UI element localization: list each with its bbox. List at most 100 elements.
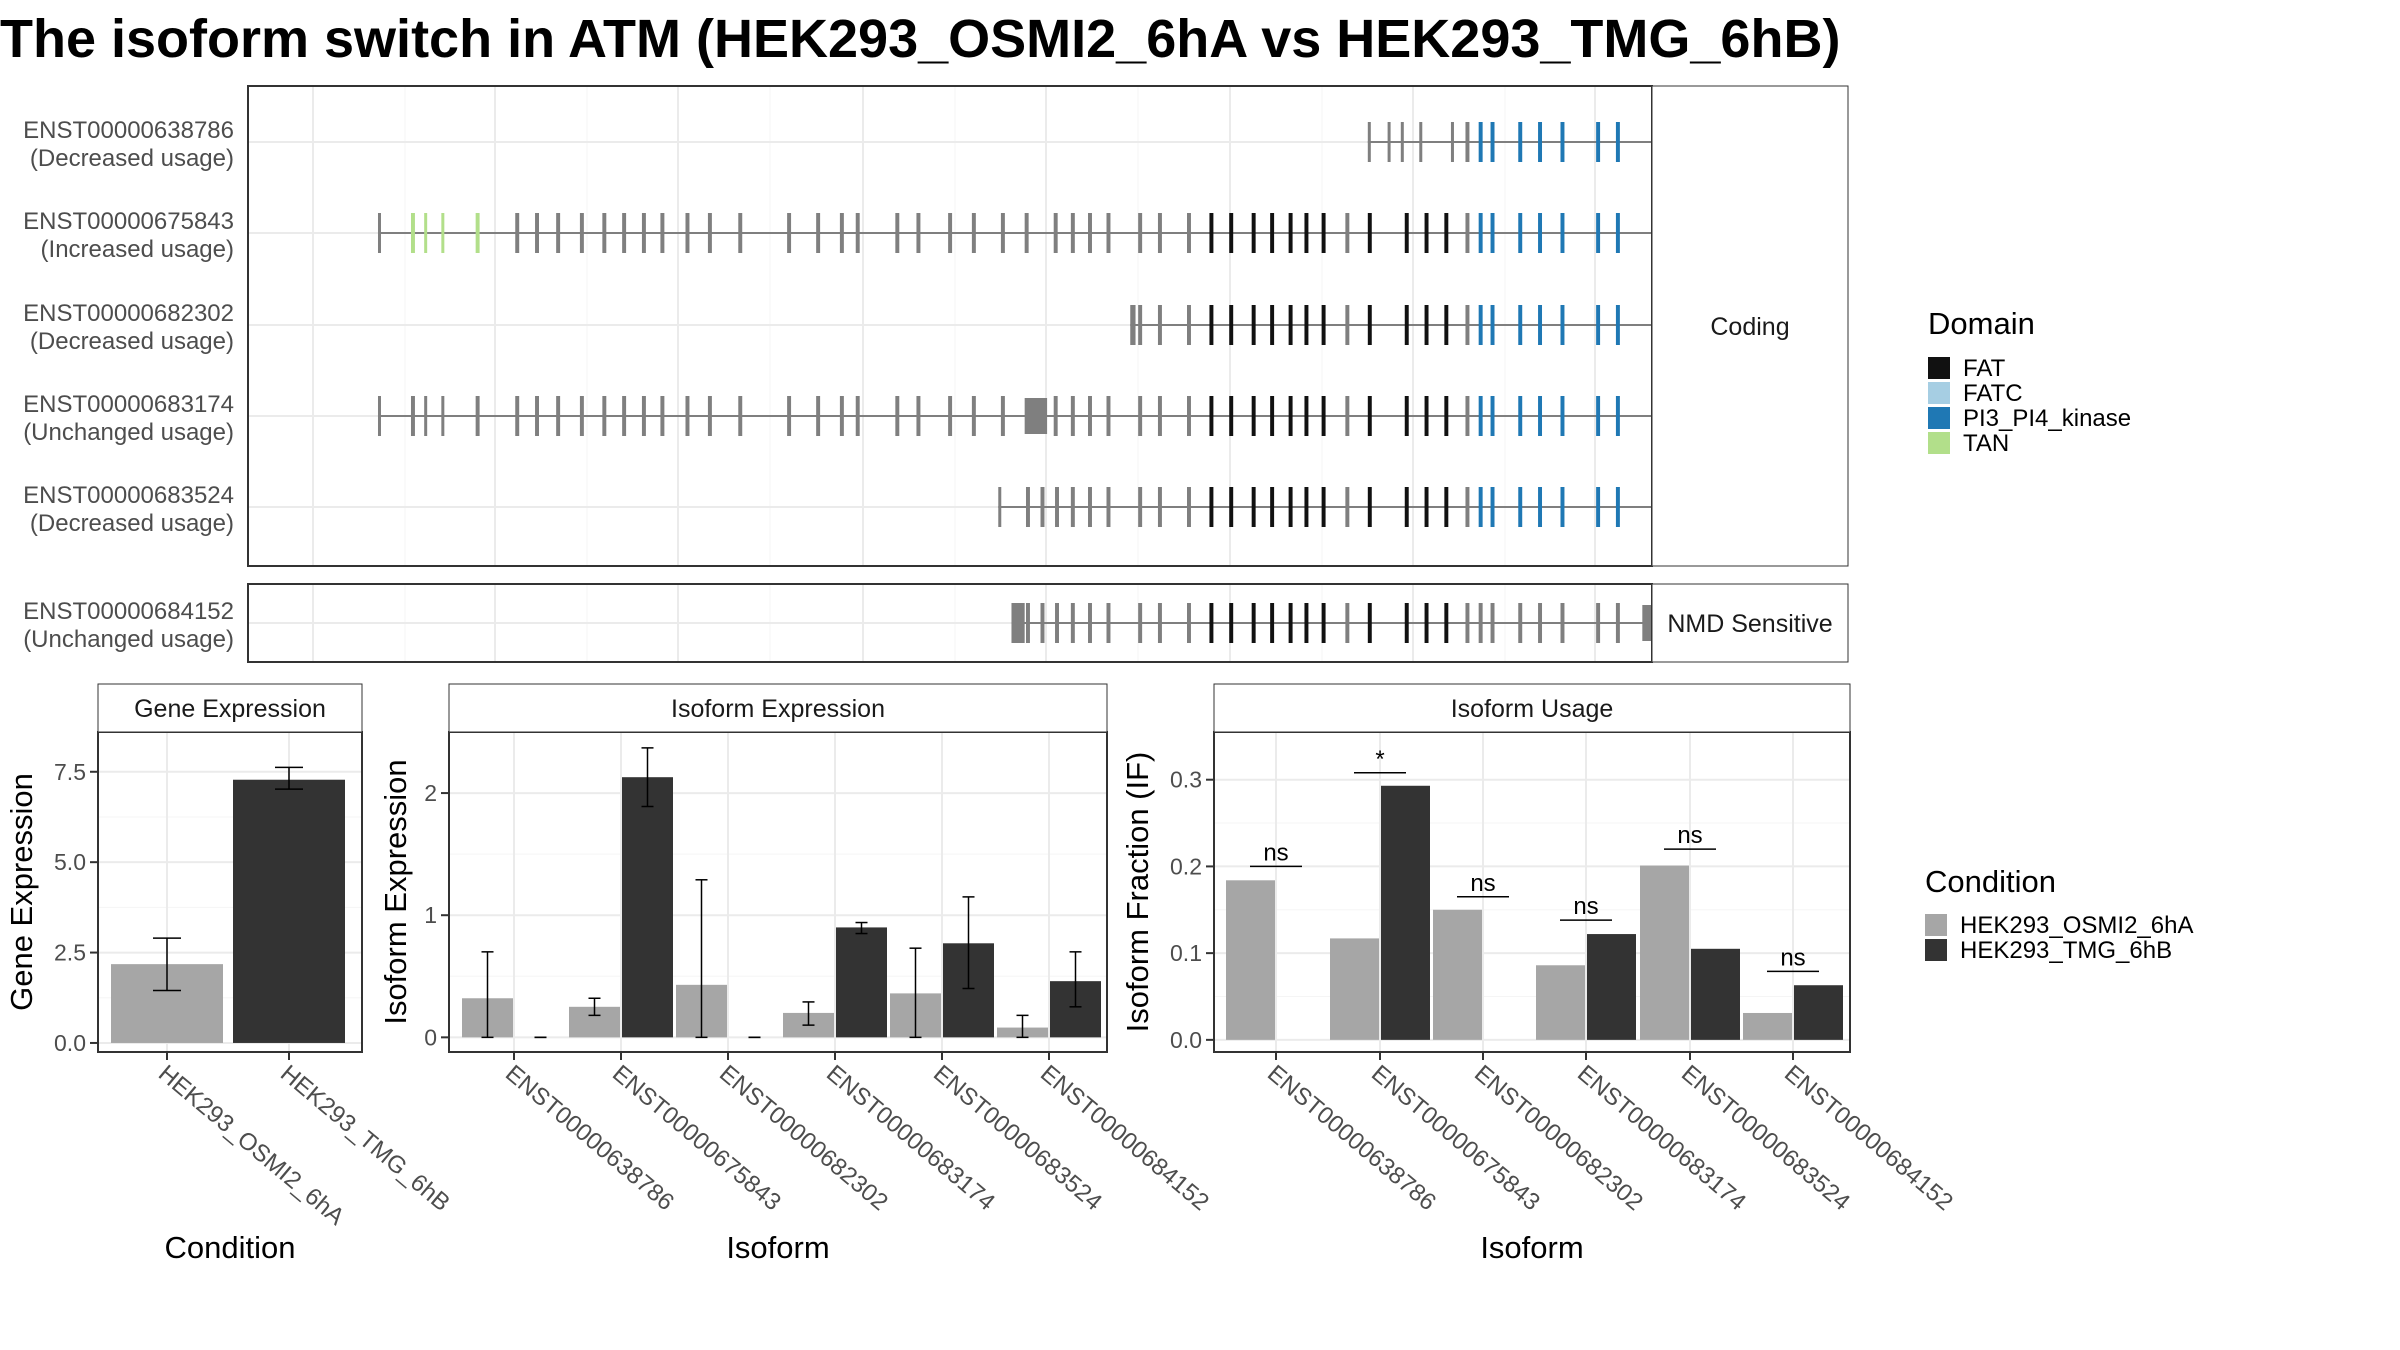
exon-block	[1419, 122, 1423, 162]
legend-swatch-fatc	[1928, 382, 1950, 404]
exon-block	[1465, 487, 1470, 527]
x-tick-label: ENST00000675843	[1366, 1060, 1545, 1216]
isoform-usage-label: (Decreased usage)	[30, 510, 234, 537]
significance-label: ns	[1573, 893, 1598, 920]
exon-block	[535, 213, 539, 253]
legend-label: HEK293_OSMI2_6hA	[1960, 912, 2193, 939]
legend-swatch-pi3-pi4-kinase	[1928, 407, 1950, 429]
y-tick-label: 1	[424, 902, 437, 928]
legend-swatch-fat	[1928, 357, 1950, 379]
significance-label: ns	[1677, 822, 1702, 849]
y-axis-title: Isoform Expression	[378, 759, 413, 1024]
exon-block	[1560, 603, 1565, 643]
exon-block	[1424, 487, 1429, 527]
exon-block	[1444, 396, 1449, 436]
exon-block	[1367, 487, 1372, 527]
exon-block	[1187, 213, 1191, 253]
significance-label: ns	[1263, 839, 1288, 866]
exon-block	[1478, 603, 1483, 643]
isoform-usage-label: (Increased usage)	[41, 236, 234, 263]
exon-block	[1157, 603, 1162, 643]
isoform-id-label: ENST00000682302	[23, 300, 234, 327]
facet-strip	[1213, 683, 1851, 733]
exon-block	[1538, 213, 1543, 253]
exon-block	[1270, 396, 1275, 436]
exon-block	[1187, 305, 1191, 345]
exon-block	[1106, 603, 1111, 643]
exon-block	[1596, 396, 1601, 436]
exon-block	[1229, 213, 1234, 253]
exon-block	[1444, 305, 1449, 345]
exon-block	[1288, 603, 1293, 643]
exon-block	[1130, 305, 1136, 345]
bar	[1691, 948, 1740, 1040]
panel-title: Isoform Usage	[1451, 695, 1614, 723]
exon-block	[1229, 603, 1234, 643]
exon-block	[1321, 305, 1326, 345]
exon-block	[1444, 213, 1449, 253]
panel-title: Gene Expression	[134, 695, 326, 723]
exon-block	[1270, 305, 1275, 345]
exon-block	[1478, 122, 1483, 162]
exon-block	[1229, 396, 1234, 436]
bar	[1640, 865, 1689, 1040]
exon-block	[1024, 398, 1048, 434]
exon-block	[1053, 396, 1058, 436]
exon-block	[1404, 396, 1409, 436]
y-tick-label: 5.0	[54, 849, 86, 875]
exon-block	[1187, 487, 1191, 527]
exon-block	[1518, 213, 1523, 253]
exon-block	[1404, 603, 1409, 643]
exon-block	[1444, 487, 1449, 527]
bar	[1226, 880, 1275, 1040]
bar	[622, 777, 673, 1038]
exon-block	[1538, 305, 1543, 345]
y-tick-label: 2.5	[54, 940, 86, 966]
exon-block	[622, 213, 627, 253]
exon-block	[1424, 305, 1429, 345]
facet-strip	[97, 683, 363, 733]
exon-block	[1490, 122, 1495, 162]
exon-block	[1367, 122, 1371, 162]
exon-block	[1304, 213, 1309, 253]
exon-block	[1025, 603, 1030, 643]
exon-block	[1251, 396, 1256, 436]
exon-block	[1187, 396, 1191, 436]
exon-block	[1596, 122, 1601, 162]
exon-block	[1490, 305, 1495, 345]
exon-block	[1596, 603, 1601, 643]
exon-block	[1478, 213, 1483, 253]
exon-block	[1106, 396, 1111, 436]
facet-strip-label: NMD Sensitive	[1667, 610, 1832, 638]
exon-block	[1106, 213, 1111, 253]
facet-strip	[1651, 85, 1849, 567]
exon-block	[1270, 603, 1275, 643]
exon-block	[424, 213, 428, 253]
exon-block	[1304, 305, 1309, 345]
panel-title: Isoform Expression	[671, 695, 885, 723]
exon-block	[1304, 396, 1309, 436]
legend-swatch-condition	[1925, 939, 1947, 961]
exon-block	[1490, 213, 1495, 253]
exon-block	[556, 396, 561, 436]
exon-block	[1229, 487, 1234, 527]
exon-block	[1251, 603, 1256, 643]
exon-block	[1615, 396, 1620, 436]
exon-block	[787, 213, 792, 253]
exon-block	[1209, 487, 1214, 527]
exon-block	[816, 213, 821, 253]
bar	[1587, 934, 1636, 1040]
isoform-id-label: ENST00000683174	[23, 391, 234, 418]
exon-block	[1478, 396, 1483, 436]
exon-block	[475, 213, 480, 253]
legend-label: PI3_PI4_kinase	[1963, 405, 2131, 432]
exon-block	[1321, 396, 1326, 436]
exon-block	[1465, 396, 1470, 436]
exon-block	[1538, 122, 1543, 162]
exon-block	[1490, 487, 1495, 527]
exon-block	[1345, 396, 1350, 436]
condition-legend-title: Condition	[1925, 864, 2056, 899]
exon-block	[707, 213, 712, 253]
exon-block	[1011, 603, 1025, 643]
exon-block	[1055, 487, 1059, 527]
